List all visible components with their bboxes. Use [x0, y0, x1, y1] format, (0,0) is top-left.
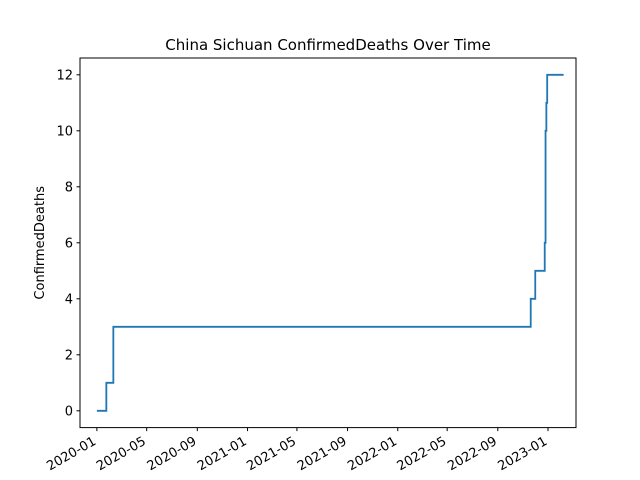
x-tick-label: 2022-01 — [345, 434, 400, 474]
x-tick-label: 2021-01 — [195, 434, 250, 474]
y-tick-label: 6 — [65, 236, 73, 251]
x-tick-label: 2020-01 — [44, 434, 99, 474]
y-tick-label: 8 — [65, 180, 73, 195]
y-tick-label: 10 — [56, 124, 73, 139]
x-tick-label: 2023-01 — [495, 434, 550, 474]
series-layer — [96, 73, 564, 412]
y-tick-label: 0 — [65, 404, 73, 419]
x-axis: 2020-012020-052020-092021-012021-052021-… — [44, 427, 550, 474]
chart-title: China Sichuan ConfirmedDeaths Over Time — [165, 36, 490, 54]
x-tick-label: 2022-09 — [445, 434, 500, 474]
y-tick-label: 2 — [65, 348, 73, 363]
x-tick-label: 2020-09 — [145, 434, 200, 474]
series-line — [96, 73, 564, 412]
y-tick-label: 12 — [56, 68, 73, 83]
x-tick-label: 2021-05 — [244, 434, 299, 474]
y-axis: 0 2 4 6 8 10 12 — [56, 68, 80, 419]
plot-area — [79, 57, 577, 429]
x-tick-label: 2020-05 — [94, 434, 149, 474]
y-tick-label: 4 — [65, 292, 73, 307]
y-axis-label: ConfirmedDeaths — [33, 186, 48, 300]
x-tick-label: 2021-09 — [295, 434, 350, 474]
x-tick-label: 2022-05 — [395, 434, 450, 474]
axes-frame — [79, 57, 577, 429]
